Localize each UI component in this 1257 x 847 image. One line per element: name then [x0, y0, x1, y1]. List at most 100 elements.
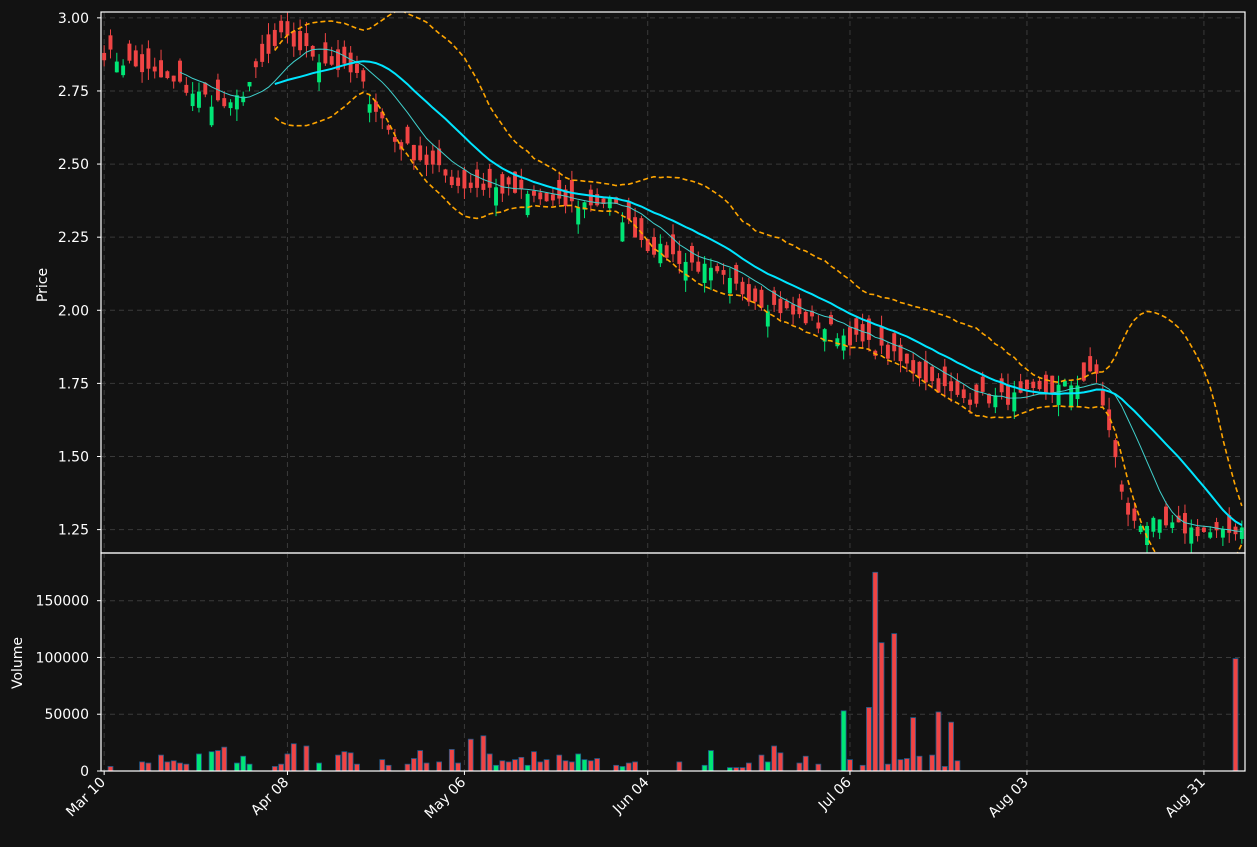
candle-body	[999, 378, 1004, 393]
candle-body	[178, 60, 182, 82]
candle-body	[222, 98, 227, 107]
candle-body	[1239, 527, 1244, 539]
candle-body	[569, 179, 574, 202]
candle-body	[582, 202, 587, 210]
candle-body	[272, 29, 277, 46]
candle-body	[885, 344, 890, 359]
volume-bar	[284, 753, 291, 771]
candle-body	[1151, 517, 1156, 532]
candle-body	[961, 389, 966, 399]
volume-bar	[271, 766, 278, 771]
volume-bar	[815, 763, 822, 771]
candle-body	[1157, 519, 1162, 533]
candle-body	[291, 31, 296, 47]
candle-body	[759, 289, 764, 308]
volume-bar	[455, 762, 461, 771]
candle-body	[146, 48, 151, 69]
candle-body	[298, 31, 303, 51]
candle-body	[734, 264, 739, 284]
candle-body	[475, 169, 480, 188]
candle-body	[228, 102, 233, 109]
candle-body	[879, 326, 884, 346]
volume-bar	[215, 750, 221, 771]
volume-bar	[524, 764, 531, 771]
candle-body	[342, 46, 347, 64]
volume-frame	[100, 552, 1246, 772]
candle-body	[102, 52, 107, 61]
candle-body	[279, 20, 284, 33]
candle-body	[234, 95, 239, 110]
volume-bar	[164, 761, 171, 771]
volume-bar	[518, 756, 525, 771]
candle-body	[1062, 380, 1067, 387]
volume-bar	[859, 764, 866, 771]
candle-body	[531, 190, 536, 196]
candle-body	[336, 49, 340, 70]
candle-body	[772, 290, 777, 305]
candle-body	[1037, 380, 1042, 390]
candle-body	[866, 318, 871, 340]
candle-body	[1220, 528, 1225, 538]
candle-body	[1018, 381, 1023, 393]
volume-bar	[948, 721, 954, 771]
volume-bar	[941, 766, 948, 771]
candle-body	[361, 70, 366, 82]
volume-bar	[246, 763, 253, 771]
candle-body	[576, 207, 581, 225]
volume-bar	[531, 751, 537, 771]
candle-body	[1081, 362, 1086, 381]
candle-body	[683, 261, 688, 281]
volume-tick-label: 100000	[36, 650, 89, 666]
candle-body	[253, 61, 258, 68]
candle-body	[386, 125, 391, 130]
candle-body	[127, 43, 132, 61]
volume-bar	[758, 754, 765, 771]
candle-body	[456, 177, 461, 186]
volume-bar	[739, 767, 746, 771]
volume-bar	[410, 758, 417, 771]
volume-bar	[847, 759, 853, 771]
candle-body	[626, 201, 631, 220]
candle-body	[550, 194, 555, 201]
candle-body	[753, 288, 758, 302]
volume-bar	[240, 755, 247, 771]
candle-body	[911, 360, 916, 374]
candle-body	[310, 45, 315, 57]
volume-bar	[234, 762, 240, 771]
volume-tick-label: 50000	[44, 707, 89, 723]
candle-body	[645, 239, 650, 252]
volume-bar	[290, 743, 297, 771]
candle-body	[405, 126, 410, 144]
candle-body	[494, 187, 498, 206]
volume-bar	[486, 753, 493, 771]
volume-bar	[537, 761, 544, 771]
candle-body	[987, 393, 991, 404]
volume-bar	[158, 754, 164, 771]
candle-body	[860, 324, 865, 342]
volume-bar	[404, 763, 411, 771]
candle-body	[506, 177, 511, 185]
candle-body	[285, 21, 290, 36]
volume-bar	[177, 762, 183, 771]
candle-body	[197, 91, 201, 108]
candle-body	[1069, 385, 1074, 408]
volume-bar	[866, 707, 872, 771]
candle-body	[923, 360, 928, 383]
volume-bar	[796, 762, 803, 771]
candle-body	[411, 144, 416, 161]
candle-body	[323, 42, 328, 64]
candle-body	[247, 81, 252, 87]
candle-body	[835, 338, 840, 347]
candle-body	[1233, 526, 1238, 535]
candle-body	[949, 381, 954, 392]
volume-bar	[448, 749, 455, 771]
candle-body	[778, 298, 783, 314]
volume-bar	[619, 766, 626, 771]
volume-bar	[145, 762, 152, 771]
candle-body	[1164, 506, 1168, 526]
candle-body	[399, 142, 404, 150]
volume-bar	[196, 753, 202, 771]
volume-bars-group	[107, 571, 1239, 771]
volume-bar	[556, 754, 563, 771]
candle-body	[140, 54, 145, 73]
